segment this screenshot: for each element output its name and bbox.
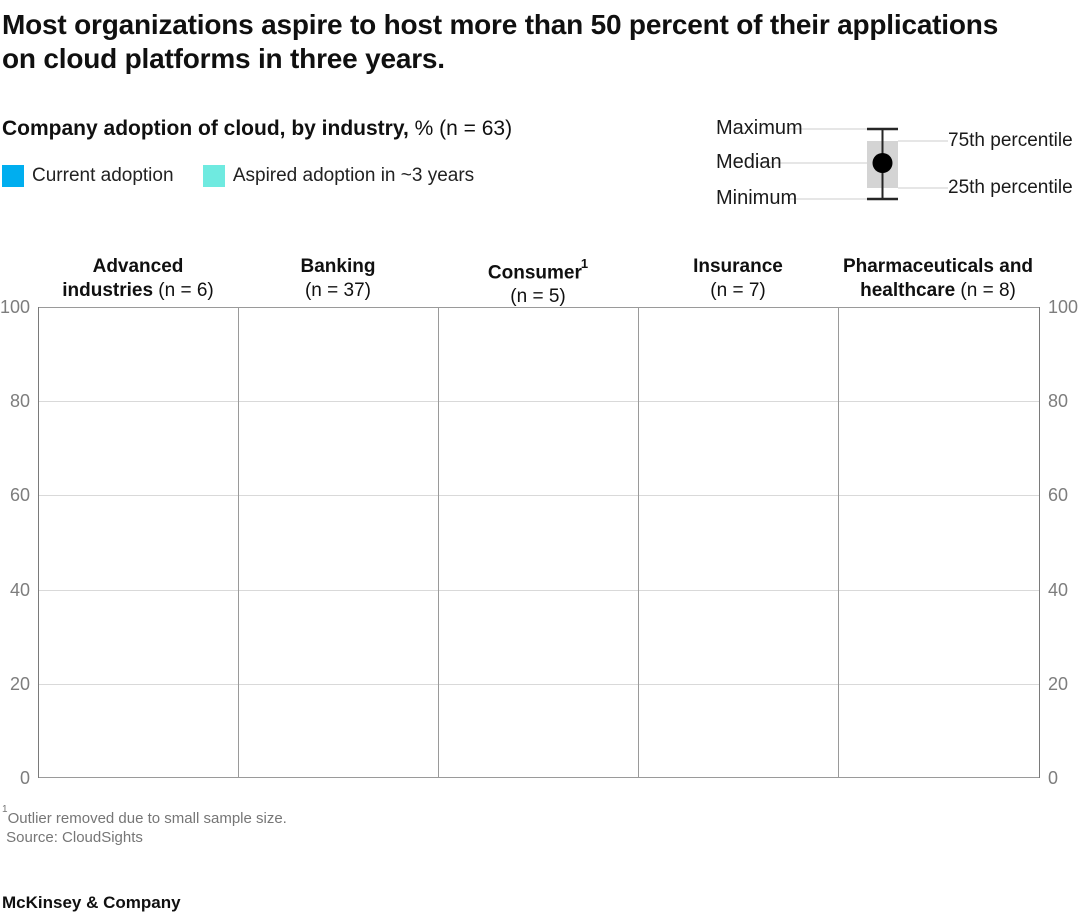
svg-text:Median: Median [716,151,782,173]
svg-text:75th percentile: 75th percentile [948,130,1073,151]
svg-text:Maximum: Maximum [716,117,803,139]
svg-text:Minimum: Minimum [716,187,797,209]
svg-text:25th percentile: 25th percentile [948,177,1073,198]
